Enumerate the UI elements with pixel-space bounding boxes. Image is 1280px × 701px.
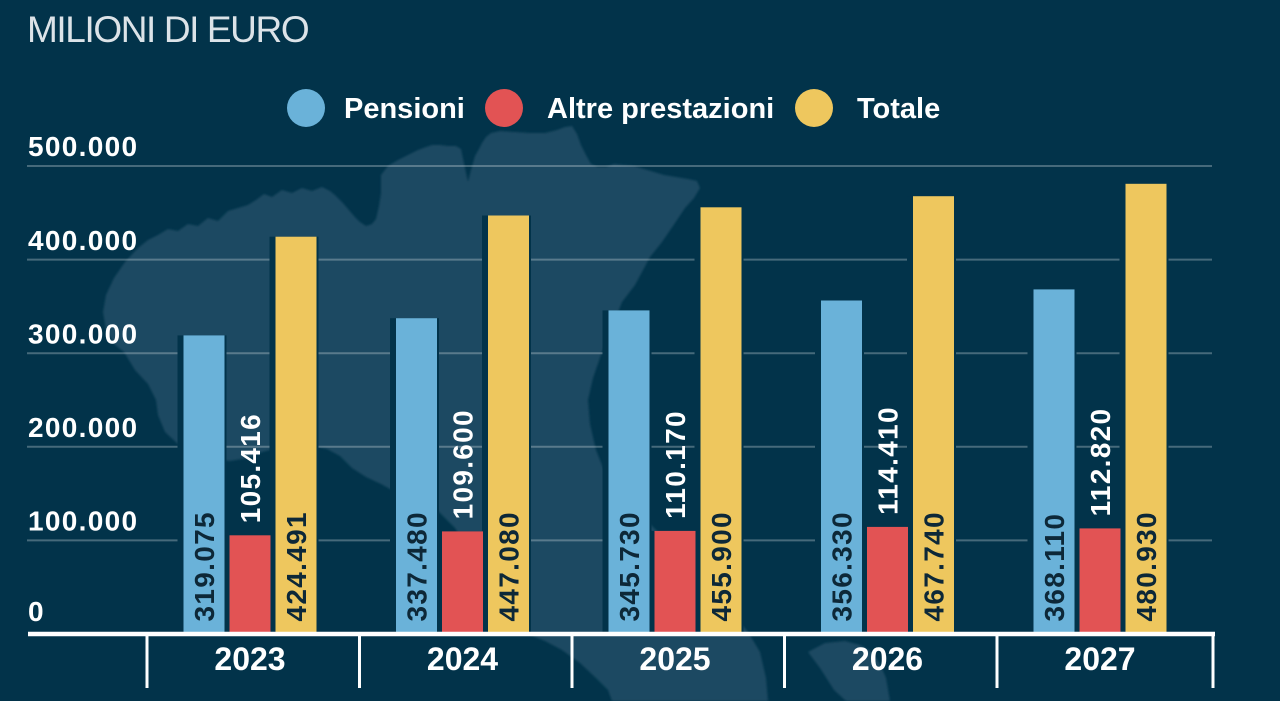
svg-text:500.000: 500.000: [28, 131, 138, 162]
svg-text:400.000: 400.000: [28, 225, 138, 256]
svg-text:Totale: Totale: [857, 93, 940, 125]
svg-text:356.330: 356.330: [827, 511, 858, 621]
svg-text:319.075: 319.075: [189, 511, 220, 621]
svg-text:300.000: 300.000: [28, 318, 138, 349]
svg-text:455.900: 455.900: [706, 511, 737, 621]
svg-text:2025: 2025: [639, 641, 710, 677]
svg-text:Altre prestazioni: Altre prestazioni: [547, 93, 774, 125]
svg-text:112.820: 112.820: [1085, 408, 1116, 517]
svg-text:368.110: 368.110: [1039, 513, 1070, 622]
svg-text:337.480: 337.480: [402, 511, 433, 621]
svg-text:424.491: 424.491: [281, 511, 312, 621]
svg-text:2026: 2026: [852, 641, 923, 677]
svg-text:2023: 2023: [214, 641, 285, 677]
svg-text:2024: 2024: [427, 641, 498, 677]
svg-text:MILIONI DI EURO: MILIONI DI EURO: [27, 9, 309, 50]
svg-text:114.410: 114.410: [873, 406, 904, 515]
svg-text:467.740: 467.740: [919, 511, 950, 621]
svg-text:200.000: 200.000: [28, 412, 138, 443]
svg-text:110.170: 110.170: [660, 410, 691, 519]
svg-text:Pensioni: Pensioni: [344, 93, 465, 125]
svg-text:345.730: 345.730: [614, 511, 645, 621]
svg-text:109.600: 109.600: [448, 409, 479, 519]
svg-text:0: 0: [28, 596, 45, 627]
svg-text:2027: 2027: [1064, 641, 1135, 677]
svg-text:480.930: 480.930: [1131, 511, 1162, 621]
svg-text:105.416: 105.416: [235, 413, 266, 523]
svg-text:100.000: 100.000: [28, 506, 138, 537]
svg-text:447.080: 447.080: [494, 511, 525, 621]
